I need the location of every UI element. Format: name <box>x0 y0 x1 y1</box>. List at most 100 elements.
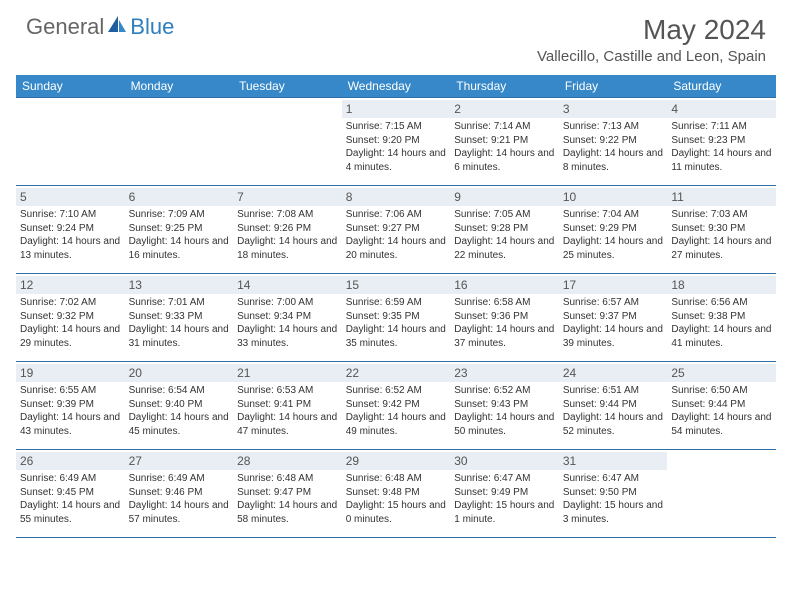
daylight-text: Daylight: 14 hours and 39 minutes. <box>563 323 664 350</box>
sunset-text: Sunset: 9:46 PM <box>129 486 230 500</box>
day-info: Sunrise: 6:53 AMSunset: 9:41 PMDaylight:… <box>237 384 338 438</box>
logo-text-general: General <box>26 14 104 40</box>
day-number: 18 <box>667 276 776 294</box>
daylight-text: Daylight: 14 hours and 6 minutes. <box>454 147 555 174</box>
day-cell: 25Sunrise: 6:50 AMSunset: 9:44 PMDayligh… <box>667 362 776 450</box>
calendar-row: 1Sunrise: 7:15 AMSunset: 9:20 PMDaylight… <box>16 98 776 186</box>
day-cell: 13Sunrise: 7:01 AMSunset: 9:33 PMDayligh… <box>125 274 234 362</box>
day-info: Sunrise: 7:09 AMSunset: 9:25 PMDaylight:… <box>129 208 230 262</box>
day-number: 21 <box>233 364 342 382</box>
day-info: Sunrise: 6:48 AMSunset: 9:47 PMDaylight:… <box>237 472 338 526</box>
logo: General Blue <box>26 14 174 40</box>
day-info: Sunrise: 7:10 AMSunset: 9:24 PMDaylight:… <box>20 208 121 262</box>
sunrise-text: Sunrise: 7:04 AM <box>563 208 664 222</box>
day-number: 29 <box>342 452 451 470</box>
sunset-text: Sunset: 9:43 PM <box>454 398 555 412</box>
daylight-text: Daylight: 14 hours and 31 minutes. <box>129 323 230 350</box>
sunset-text: Sunset: 9:37 PM <box>563 310 664 324</box>
day-cell: 28Sunrise: 6:48 AMSunset: 9:47 PMDayligh… <box>233 450 342 538</box>
daylight-text: Daylight: 14 hours and 20 minutes. <box>346 235 447 262</box>
sunrise-text: Sunrise: 7:06 AM <box>346 208 447 222</box>
day-number: 24 <box>559 364 668 382</box>
day-number: 4 <box>667 100 776 118</box>
sunrise-text: Sunrise: 6:51 AM <box>563 384 664 398</box>
location-text: Vallecillo, Castille and Leon, Spain <box>537 48 766 65</box>
weekday-header: Friday <box>559 75 668 98</box>
day-cell: 19 Sunrise: 6:55 AMSunset: 9:39 PMDayligh… <box>16 362 125 450</box>
day-cell: 2 Sunrise: 7:14 AMSunset: 9:21 PMDaylight… <box>450 98 559 186</box>
sunrise-text: Sunrise: 7:01 AM <box>129 296 230 310</box>
sunrise-text: Sunrise: 6:52 AM <box>454 384 555 398</box>
day-number: 12 <box>16 276 125 294</box>
day-info: Sunrise: 7:00 AMSunset: 9:34 PMDaylight:… <box>237 296 338 350</box>
weekday-header: Saturday <box>667 75 776 98</box>
day-info: Sunrise: 6:55 AMSunset: 9:39 PMDaylight:… <box>20 384 121 438</box>
daylight-text: Daylight: 14 hours and 57 minutes. <box>129 499 230 526</box>
day-cell <box>667 450 776 538</box>
daylight-text: Daylight: 14 hours and 35 minutes. <box>346 323 447 350</box>
day-cell: 26Sunrise: 6:49 AMSunset: 9:45 PMDayligh… <box>16 450 125 538</box>
daylight-text: Daylight: 14 hours and 52 minutes. <box>563 411 664 438</box>
day-cell: 30Sunrise: 6:47 AMSunset: 9:49 PMDayligh… <box>450 450 559 538</box>
sunrise-text: Sunrise: 6:48 AM <box>237 472 338 486</box>
sunrise-text: Sunrise: 6:50 AM <box>671 384 772 398</box>
daylight-text: Daylight: 14 hours and 41 minutes. <box>671 323 772 350</box>
day-info: Sunrise: 6:52 AMSunset: 9:42 PMDaylight:… <box>346 384 447 438</box>
day-cell: 9Sunrise: 7:05 AMSunset: 9:28 PMDaylight… <box>450 186 559 274</box>
day-number: 19 <box>16 364 125 382</box>
sunset-text: Sunset: 9:42 PM <box>346 398 447 412</box>
sunset-text: Sunset: 9:28 PM <box>454 222 555 236</box>
sunset-text: Sunset: 9:23 PM <box>671 134 772 148</box>
day-info: Sunrise: 7:11 AMSunset: 9:23 PMDaylight:… <box>671 120 772 174</box>
sunset-text: Sunset: 9:41 PM <box>237 398 338 412</box>
daylight-text: Daylight: 14 hours and 29 minutes. <box>20 323 121 350</box>
sunset-text: Sunset: 9:44 PM <box>671 398 772 412</box>
daylight-text: Daylight: 14 hours and 47 minutes. <box>237 411 338 438</box>
day-info: Sunrise: 7:13 AMSunset: 9:22 PMDaylight:… <box>563 120 664 174</box>
day-info: Sunrise: 6:48 AMSunset: 9:48 PMDaylight:… <box>346 472 447 526</box>
weekday-header-row: Sunday Monday Tuesday Wednesday Thursday… <box>16 75 776 98</box>
day-number: 22 <box>342 364 451 382</box>
logo-text-blue: Blue <box>130 14 174 40</box>
daylight-text: Daylight: 14 hours and 13 minutes. <box>20 235 121 262</box>
day-number: 30 <box>450 452 559 470</box>
day-cell: 20Sunrise: 6:54 AMSunset: 9:40 PMDayligh… <box>125 362 234 450</box>
daylight-text: Daylight: 14 hours and 55 minutes. <box>20 499 121 526</box>
day-number: 8 <box>342 188 451 206</box>
daylight-text: Daylight: 14 hours and 50 minutes. <box>454 411 555 438</box>
page-title: May 2024 <box>537 14 766 46</box>
day-cell: 11Sunrise: 7:03 AMSunset: 9:30 PMDayligh… <box>667 186 776 274</box>
sunrise-text: Sunrise: 7:03 AM <box>671 208 772 222</box>
sunrise-text: Sunrise: 7:09 AM <box>129 208 230 222</box>
day-info: Sunrise: 7:01 AMSunset: 9:33 PMDaylight:… <box>129 296 230 350</box>
day-cell <box>16 98 125 186</box>
day-number: 2 <box>450 100 559 118</box>
day-cell: 5Sunrise: 7:10 AMSunset: 9:24 PMDaylight… <box>16 186 125 274</box>
day-info: Sunrise: 6:57 AMSunset: 9:37 PMDaylight:… <box>563 296 664 350</box>
sunrise-text: Sunrise: 6:58 AM <box>454 296 555 310</box>
sunset-text: Sunset: 9:27 PM <box>346 222 447 236</box>
day-cell: 15Sunrise: 6:59 AMSunset: 9:35 PMDayligh… <box>342 274 451 362</box>
day-cell: 18Sunrise: 6:56 AMSunset: 9:38 PMDayligh… <box>667 274 776 362</box>
day-cell: 1Sunrise: 7:15 AMSunset: 9:20 PMDaylight… <box>342 98 451 186</box>
day-cell: 14Sunrise: 7:00 AMSunset: 9:34 PMDayligh… <box>233 274 342 362</box>
day-cell: 23Sunrise: 6:52 AMSunset: 9:43 PMDayligh… <box>450 362 559 450</box>
weekday-header: Wednesday <box>342 75 451 98</box>
sunset-text: Sunset: 9:24 PM <box>20 222 121 236</box>
sunrise-text: Sunrise: 7:14 AM <box>454 120 555 134</box>
sunrise-text: Sunrise: 7:10 AM <box>20 208 121 222</box>
day-cell: 12Sunrise: 7:02 AMSunset: 9:32 PMDayligh… <box>16 274 125 362</box>
sunrise-text: Sunrise: 7:13 AM <box>563 120 664 134</box>
day-info: Sunrise: 6:49 AMSunset: 9:45 PMDaylight:… <box>20 472 121 526</box>
sunset-text: Sunset: 9:47 PM <box>237 486 338 500</box>
sunset-text: Sunset: 9:32 PM <box>20 310 121 324</box>
weekday-header: Monday <box>125 75 234 98</box>
day-info: Sunrise: 6:58 AMSunset: 9:36 PMDaylight:… <box>454 296 555 350</box>
day-cell: 16Sunrise: 6:58 AMSunset: 9:36 PMDayligh… <box>450 274 559 362</box>
day-info: Sunrise: 7:14 AMSunset: 9:21 PMDaylight:… <box>454 120 555 174</box>
day-number: 17 <box>559 276 668 294</box>
day-cell: 6Sunrise: 7:09 AMSunset: 9:25 PMDaylight… <box>125 186 234 274</box>
sunset-text: Sunset: 9:40 PM <box>129 398 230 412</box>
sunrise-text: Sunrise: 6:55 AM <box>20 384 121 398</box>
sunset-text: Sunset: 9:49 PM <box>454 486 555 500</box>
